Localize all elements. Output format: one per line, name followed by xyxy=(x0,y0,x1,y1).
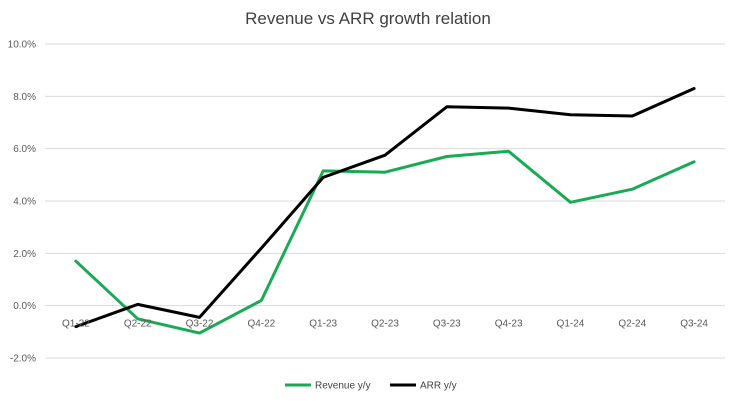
y-tick-label: -2.0% xyxy=(10,354,36,365)
y-tick-label: 10.0% xyxy=(8,40,36,51)
x-tick-label: Q1-24 xyxy=(557,319,585,330)
x-tick-label: Q4-22 xyxy=(247,319,275,330)
x-tick-label: Q2-23 xyxy=(371,319,399,330)
x-tick-label: Q3-22 xyxy=(186,319,214,330)
legend: Revenue y/y ARR y/y xyxy=(285,381,457,392)
series-lines xyxy=(74,87,696,335)
y-tick-label: 0.0% xyxy=(13,301,36,312)
series-line-1 xyxy=(74,87,696,329)
x-tick-label: Q4-23 xyxy=(495,319,523,330)
y-tick-label: 6.0% xyxy=(13,144,36,155)
chart-title: Revenue vs ARR growth relation xyxy=(245,9,491,28)
y-tick-label: 4.0% xyxy=(13,197,36,208)
legend-label: Revenue y/y xyxy=(315,381,371,392)
y-tick-label: 8.0% xyxy=(13,92,36,103)
x-tick-label: Q3-23 xyxy=(433,319,461,330)
x-tick-label: Q2-22 xyxy=(124,319,152,330)
gridlines xyxy=(45,43,725,359)
legend-label: ARR y/y xyxy=(420,381,457,392)
x-tick-label: Q1-23 xyxy=(309,319,337,330)
series-line-0 xyxy=(74,149,696,335)
x-tick-label: Q1-22 xyxy=(62,319,90,330)
x-tick-label: Q3-24 xyxy=(680,319,708,330)
y-axis-tick-labels: -2.0% 0.0% 2.0% 4.0% 6.0% 8.0% 10.0% xyxy=(8,40,36,365)
x-tick-label: Q2-24 xyxy=(618,319,646,330)
x-axis-tick-labels: Q1-22 Q2-22 Q3-22 Q4-22 Q1-23 Q2-23 Q3-23 Q4-23… xyxy=(62,319,708,330)
y-tick-label: 2.0% xyxy=(13,249,36,260)
